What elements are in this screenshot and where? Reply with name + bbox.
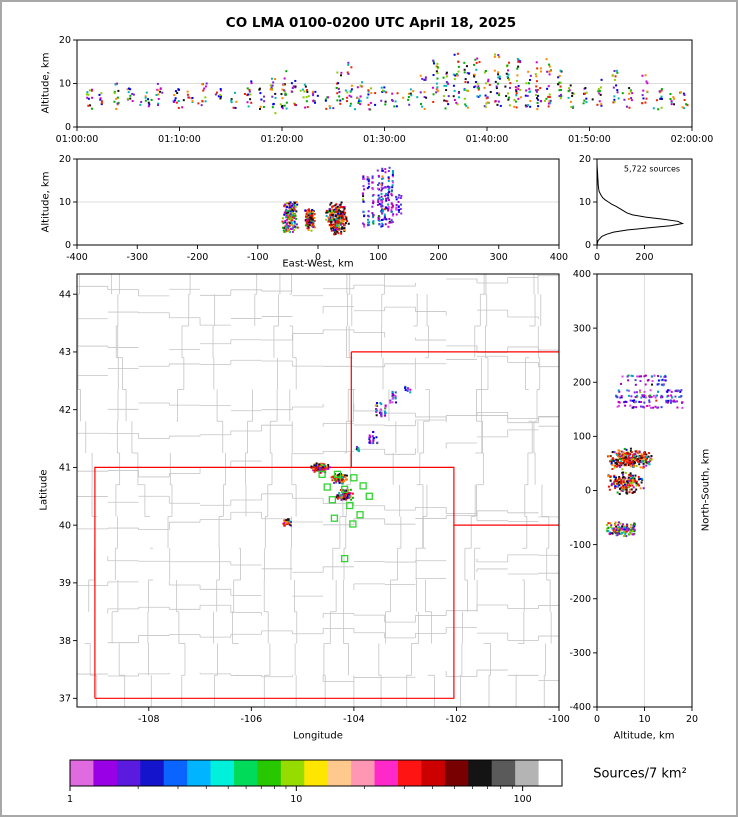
svg-text:300: 300 [573, 323, 591, 334]
colorbar-label: Sources/7 km² [593, 766, 687, 782]
svg-text:43: 43 [59, 347, 71, 358]
svg-text:37: 37 [59, 694, 71, 705]
svg-text:01:00:00: 01:00:00 [56, 134, 99, 145]
svg-text:38: 38 [59, 636, 71, 647]
svg-text:-102: -102 [446, 714, 468, 725]
svg-text:0: 0 [65, 240, 71, 251]
svg-text:200: 200 [573, 377, 591, 388]
svg-text:-104: -104 [343, 714, 365, 725]
svg-text:-106: -106 [241, 714, 263, 725]
svg-text:0: 0 [315, 252, 321, 263]
svg-text:20: 20 [686, 714, 698, 725]
svg-text:200: 200 [429, 252, 447, 263]
svg-text:01:30:00: 01:30:00 [363, 134, 406, 145]
svg-text:42: 42 [59, 405, 71, 416]
svg-text:10: 10 [579, 197, 591, 208]
svg-text:41: 41 [59, 463, 71, 474]
svg-text:-400: -400 [569, 702, 591, 713]
svg-text:10: 10 [638, 714, 650, 725]
svg-text:1: 1 [67, 794, 73, 805]
svg-text:01:10:00: 01:10:00 [158, 134, 201, 145]
svg-text:10: 10 [290, 794, 302, 805]
svg-text:-100: -100 [569, 540, 591, 551]
svg-text:-100: -100 [548, 714, 570, 725]
east-west-ylabel: Altitude, km [40, 171, 52, 233]
svg-text:01:20:00: 01:20:00 [261, 134, 304, 145]
svg-text:100: 100 [573, 432, 591, 443]
svg-text:20: 20 [59, 154, 71, 165]
svg-text:100: 100 [514, 794, 532, 805]
svg-text:-200: -200 [187, 252, 209, 263]
svg-text:0: 0 [65, 122, 71, 133]
svg-text:39: 39 [59, 578, 71, 589]
svg-text:01:40:00: 01:40:00 [466, 134, 509, 145]
svg-text:-400: -400 [66, 252, 88, 263]
svg-text:0: 0 [594, 714, 600, 725]
svg-text:01:50:00: 01:50:00 [568, 134, 611, 145]
svg-text:200: 200 [635, 252, 653, 263]
svg-text:-100: -100 [247, 252, 269, 263]
svg-text:400: 400 [573, 269, 591, 280]
ns-xlabel: Altitude, km [613, 730, 675, 742]
svg-text:-108: -108 [138, 714, 160, 725]
svg-text:40: 40 [59, 520, 71, 531]
svg-text:100: 100 [369, 252, 387, 263]
svg-text:10: 10 [59, 79, 71, 90]
map-ylabel: Latitude [38, 469, 50, 511]
map-xlabel: Longitude [293, 730, 343, 742]
east-west-xlabel: East-West, km [282, 258, 354, 270]
figure-title: CO LMA 0100-0200 UTC April 18, 2025 [225, 15, 517, 31]
svg-text:20: 20 [59, 35, 71, 46]
svg-text:-300: -300 [569, 648, 591, 659]
svg-text:400: 400 [550, 252, 568, 263]
svg-text:20: 20 [579, 154, 591, 165]
svg-text:10: 10 [59, 197, 71, 208]
svg-text:0: 0 [585, 486, 591, 497]
histogram-annotation: 5,722 sources [623, 164, 681, 174]
svg-text:-200: -200 [569, 594, 591, 605]
svg-text:0: 0 [594, 252, 600, 263]
svg-text:44: 44 [59, 289, 71, 300]
svg-text:300: 300 [490, 252, 508, 263]
svg-text:0: 0 [585, 240, 591, 251]
ns-ylabel-right: North-South, km [700, 448, 712, 532]
svg-text:-300: -300 [126, 252, 148, 263]
time-height-ylabel: Altitude, km [40, 52, 52, 114]
svg-text:02:00:00: 02:00:00 [671, 134, 714, 145]
